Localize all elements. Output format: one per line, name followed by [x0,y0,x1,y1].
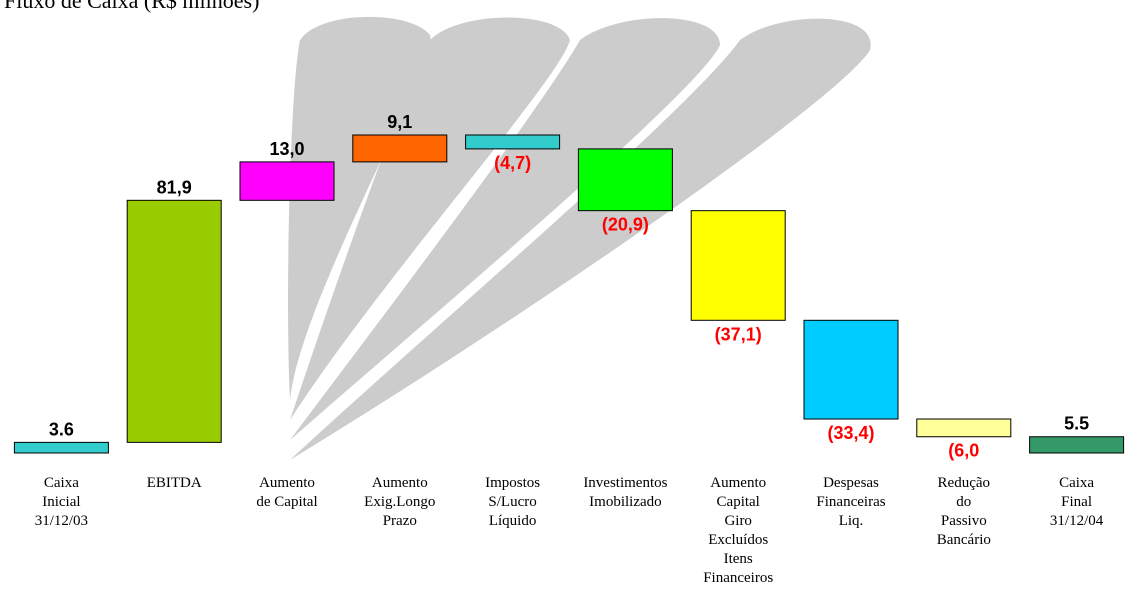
x-tick-label: Caixa [1059,475,1094,491]
value-label: 3.6 [49,419,74,439]
x-tick-label: EBITDA [147,475,202,491]
chart: Fluxo de Caixa (R$ milhões) 3.6 Caixa Inic… [0,0,1137,600]
x-tick-label: Redução [938,475,990,491]
value-label: 13,0 [269,139,304,159]
value-label: (4,7) [494,153,531,173]
x-tick-label: do [956,494,971,510]
x-tick-label: Prazo [383,513,417,529]
bar [917,419,1011,437]
bar [691,211,785,321]
value-label: (33,4) [827,423,874,443]
x-tick-label: Aumento [372,475,428,491]
value-label: (20,9) [602,215,649,235]
bar [240,162,334,200]
x-tick-label: S/Lucro [488,494,536,510]
x-tick-label: Inicial [42,494,80,510]
x-tick-label: de Capital [256,494,317,510]
x-tick-label: Bancário [937,532,991,548]
x-tick-label: Liq. [839,513,864,529]
x-tick-label: Financeiros [703,570,773,586]
x-tick-label: Aumento [259,475,315,491]
chart-title: Fluxo de Caixa (R$ milhões) [4,0,259,13]
x-tick-label: Aumento [710,475,766,491]
bar [804,320,898,419]
x-tick-label: Imobilizado [589,494,661,510]
x-tick-label: Passivo [941,513,987,529]
bar [578,149,672,211]
x-tick-label: Exig.Longo [364,494,435,510]
x-tick-label: Impostos [485,475,540,491]
x-tick-label: Giro [724,513,752,529]
x-tick-label: Caixa [44,475,79,491]
x-tick-label: Financeiras [816,494,885,510]
bar [353,135,447,162]
x-tick-label: 31/12/03 [35,513,88,529]
x-tick-label: Líquido [489,513,537,529]
x-tick-label: Final [1061,494,1092,510]
value-label: (6,0 [948,441,979,461]
bar [466,135,560,149]
x-tick-label: 31/12/04 [1050,513,1104,529]
bar [1030,437,1124,453]
x-tick-label: Investimentos [583,475,667,491]
bar [14,442,108,453]
value-label: 9,1 [387,112,412,132]
x-tick-label: Itens [724,551,753,567]
x-tick-label: Despesas [823,475,879,491]
value-label: (37,1) [715,324,762,344]
x-tick-label: Excluídos [708,532,768,548]
value-label: 81,9 [157,177,192,197]
value-label: 5.5 [1064,414,1089,434]
bar [127,200,221,442]
x-tick-label: Capital [717,494,760,510]
